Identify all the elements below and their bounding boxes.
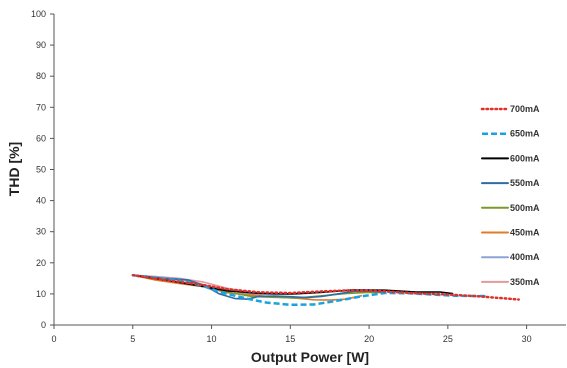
y-axis-label: THD [%] — [6, 142, 22, 196]
x-tick-label: 15 — [285, 334, 295, 344]
legend-label-700ma: 700mA — [510, 104, 540, 114]
x-tick-label: 30 — [522, 334, 532, 344]
series-lines — [131, 273, 520, 307]
x-tick-label: 20 — [364, 334, 374, 344]
legend-label-550ma: 550mA — [510, 178, 540, 188]
y-tick-label: 10 — [36, 289, 46, 299]
y-tick-label: 40 — [36, 196, 46, 206]
y-tick-label: 20 — [36, 258, 46, 268]
x-tick-label: 10 — [207, 334, 217, 344]
axes — [53, 14, 566, 326]
legend-label-350ma: 350mA — [510, 277, 540, 287]
x-axis-label: Output Power [W] — [251, 349, 369, 365]
legend: 700mA 650mA 600mA 550mA 500mA 450mA 400mA 350mA — [480, 104, 540, 287]
y-tick-label: 0 — [41, 320, 46, 330]
x-tick-label: 25 — [443, 334, 453, 344]
legend-label-400ma: 400mA — [510, 252, 540, 262]
y-tick-label: 50 — [36, 165, 46, 175]
series-line-700ma — [131, 273, 520, 301]
y-tick-label: 60 — [36, 133, 46, 143]
legend-label-650ma: 650mA — [510, 129, 540, 139]
legend-label-600ma: 600mA — [510, 153, 540, 163]
x-tick-label: 5 — [130, 334, 135, 344]
x-tick-label: 0 — [51, 334, 56, 344]
legend-label-500ma: 500mA — [510, 203, 540, 213]
y-tick-label: 90 — [36, 40, 46, 50]
y-tick-label: 30 — [36, 227, 46, 237]
y-tick-label: 80 — [36, 71, 46, 81]
series-line-550ma — [132, 274, 386, 301]
y-tick-labels: 0 10 20 30 40 50 60 70 80 90 100 — [31, 9, 54, 330]
y-tick-label: 100 — [31, 9, 46, 19]
y-tick-label: 70 — [36, 102, 46, 112]
x-tick-labels: 0 5 10 15 20 25 30 — [51, 325, 532, 344]
legend-label-450ma: 450mA — [510, 228, 540, 238]
